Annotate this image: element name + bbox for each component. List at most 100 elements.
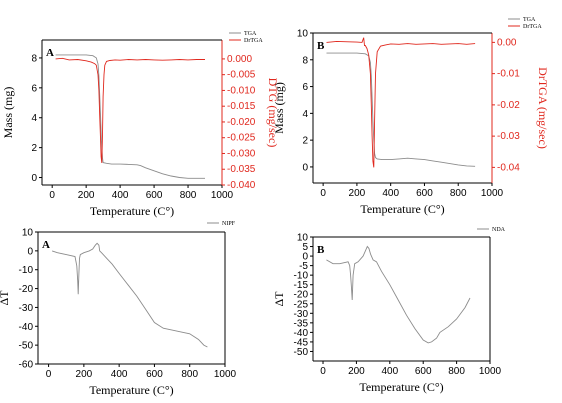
x-tick-label: 600 [146, 369, 163, 380]
y-tick-label: -20 [294, 290, 309, 301]
series-line-nda [326, 245, 471, 344]
x-tick-label: 600 [415, 366, 432, 377]
y-tick-label: -20 [19, 284, 34, 295]
panel-label: A [42, 239, 50, 251]
y2-tick-label: 0.000 [227, 54, 252, 65]
x-tick-label: 400 [111, 369, 128, 380]
y-tick-label: -40 [294, 328, 309, 339]
y2-tick-label: -0.040 [227, 180, 256, 191]
x-tick-label: 800 [450, 188, 467, 199]
x-tick-label: 1000 [479, 366, 502, 377]
x-tick-label: 1000 [481, 188, 504, 199]
legend-entry: DrTGA [523, 24, 542, 30]
x-tick-label: 400 [382, 188, 399, 199]
legend-entry: TGA [244, 31, 257, 37]
y-tick-label: 6 [302, 82, 308, 93]
y-tick-label: -15 [294, 280, 309, 291]
x-axis-label: Temperature (C°) [359, 380, 443, 394]
x-tick-label: 1000 [214, 369, 237, 380]
x-tick-label: 1000 [211, 190, 234, 201]
y-tick-label: 4 [31, 113, 37, 124]
y-tick-label: 0 [302, 252, 308, 263]
x-tick-label: 200 [348, 366, 365, 377]
y2-axis-label: DrTGA (mg/sec) [536, 67, 550, 149]
panel-label: B [317, 40, 325, 52]
y-tick-label: 0 [31, 173, 37, 184]
panel-label: B [317, 244, 325, 256]
y2-tick-label: -0.030 [227, 148, 256, 159]
x-tick-label: 800 [181, 369, 198, 380]
y-tick-label: -45 [294, 337, 309, 348]
legend-entry: DrTGA [244, 38, 263, 44]
legend-entry: TGA [523, 17, 536, 23]
y2-tick-label: -0.010 [227, 85, 256, 96]
panel-2: 0 200 400 600 800 1000 0 2 4 6 8 10 0.00 -0.01 -0.02 -0… [272, 17, 550, 216]
y-tick-label: -50 [19, 341, 34, 352]
y-tick-label: -30 [19, 303, 34, 314]
y2-tick-label: -0.01 [497, 69, 520, 80]
x-axis-label: Temperature (C°) [89, 383, 173, 397]
x-tick-label: 600 [146, 190, 163, 201]
y-axis-label: Mass (mg) [1, 87, 15, 139]
y-tick-label: 5 [302, 242, 308, 253]
x-tick-label: 0 [320, 188, 326, 199]
y-tick-label: 4 [302, 109, 308, 120]
y2-tick-label: -0.04 [497, 162, 520, 173]
y-tick-label: 2 [31, 143, 37, 154]
y2-tick-label: -0.005 [227, 70, 256, 81]
x-tick-label: 200 [76, 369, 93, 380]
y-tick-label: 0 [302, 162, 308, 173]
y-tick-label: 8 [302, 55, 308, 66]
y-tick-label: 6 [31, 83, 37, 94]
series-line-drtga [55, 57, 205, 163]
legend-entry: NIPF [222, 221, 236, 227]
x-tick-label: 400 [112, 190, 129, 201]
x-tick-label: 0 [46, 369, 52, 380]
y-tick-label: -50 [294, 347, 309, 358]
legend-entry: NDA [492, 227, 506, 233]
x-tick-label: 0 [320, 366, 326, 377]
x-tick-label: 0 [49, 190, 55, 201]
y-tick-label: 10 [22, 228, 34, 239]
x-tick-label: 800 [448, 366, 465, 377]
y-tick-label: -35 [294, 318, 309, 329]
y2-tick-label: -0.02 [497, 100, 520, 111]
x-axis-label: Temperature (C°) [90, 204, 174, 218]
x-tick-label: 200 [349, 188, 366, 199]
series-line-tga [326, 52, 476, 167]
y-axis-label: ΔT [272, 291, 286, 307]
x-axis-label: Temperature (C°) [360, 202, 444, 216]
y-axis-label: ΔT [0, 290, 11, 306]
y-tick-label: -30 [294, 309, 309, 320]
y2-axis-label: DTG (mg/sec) [266, 78, 280, 148]
y-tick-label: -5 [299, 261, 308, 272]
x-tick-label: 200 [78, 190, 95, 201]
y2-tick-label: 0.00 [497, 37, 517, 48]
y-tick-label: 10 [297, 29, 309, 40]
x-tick-label: 600 [416, 188, 433, 199]
y-tick-label: 10 [297, 233, 309, 244]
y-tick-label: -25 [294, 299, 309, 310]
x-tick-label: 800 [180, 190, 197, 201]
y-axis-label: Mass (mg) [272, 82, 286, 134]
y-tick-label: -40 [19, 322, 34, 333]
x-tick-label: 400 [381, 366, 398, 377]
panel-label: A [46, 47, 54, 59]
y-tick-label: -10 [294, 271, 309, 282]
y-tick-label: -10 [19, 265, 34, 276]
y-tick-label: -60 [19, 360, 34, 371]
y2-tick-label: -0.025 [227, 133, 256, 144]
y2-tick-label: -0.020 [227, 117, 256, 128]
y2-tick-label: -0.015 [227, 101, 256, 112]
y-tick-label: 8 [31, 53, 37, 64]
panel-3: 0 200 400 600 800 1000 10 0 -10 -20 -30 -40 -50 -60 Te… [0, 221, 237, 397]
panel-4: 0 200 400 600 800 10001050-5-10-15-20-25-30-3… [272, 227, 506, 394]
series-line-tga [55, 54, 205, 179]
y2-tick-label: -0.03 [497, 131, 520, 142]
y-tick-label: 0 [27, 246, 33, 257]
series-line-nipf [51, 242, 208, 348]
panel-1: 0 200 400 600 800 1000 0 2 4 6 8 0.000 -0.005 -0.010 -… [1, 31, 280, 218]
y2-tick-label: -0.035 [227, 164, 256, 175]
y-tick-label: 2 [302, 136, 308, 147]
